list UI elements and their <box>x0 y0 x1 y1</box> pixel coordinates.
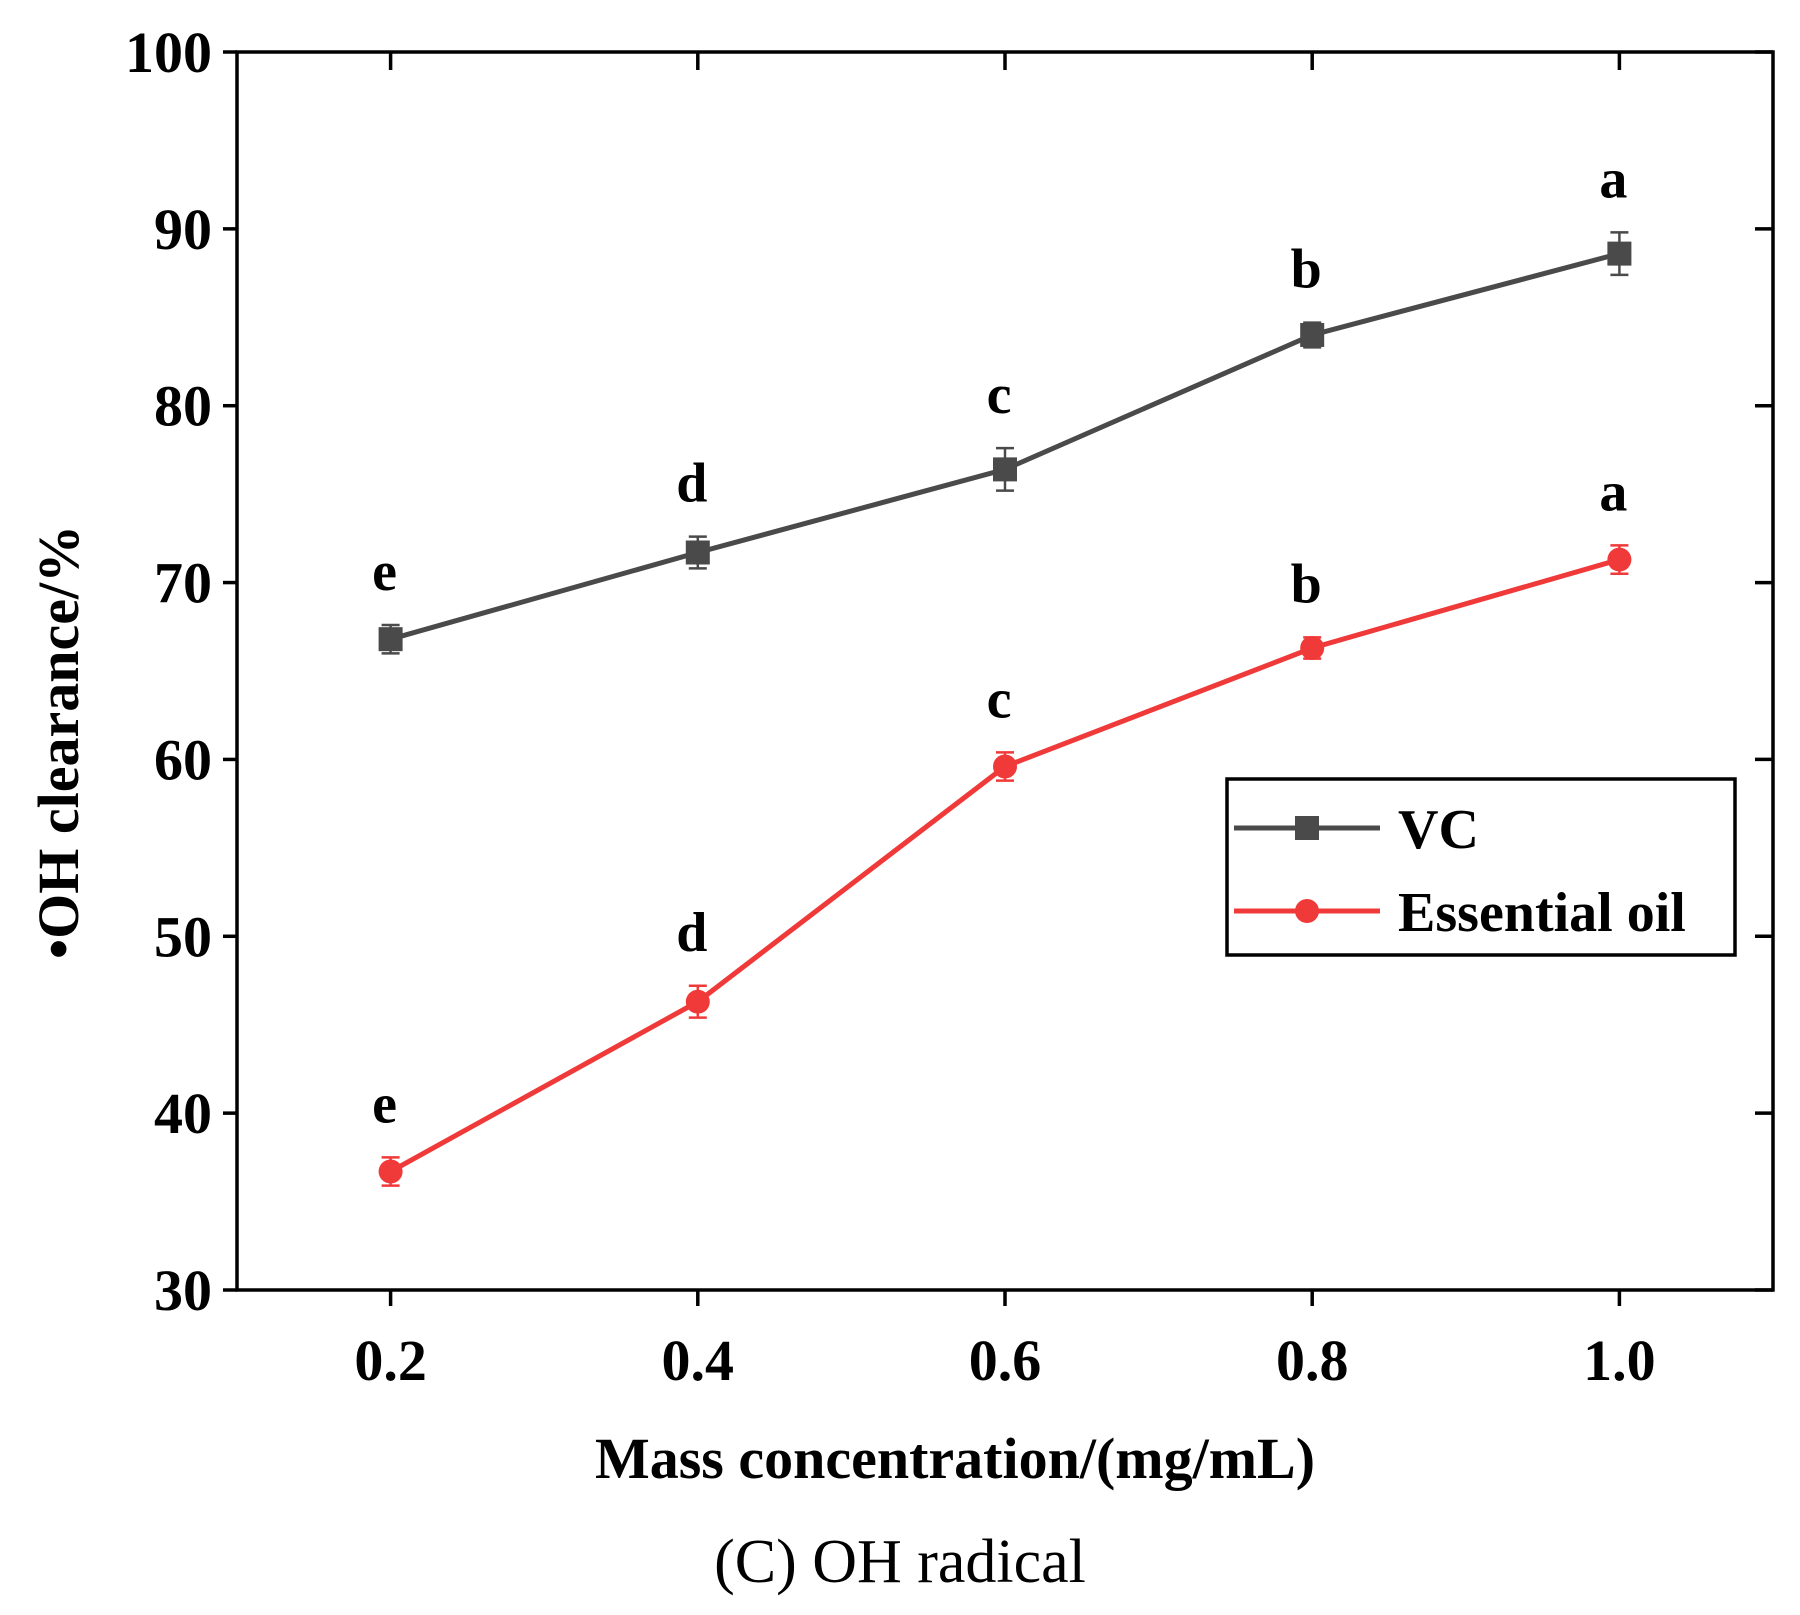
y-tick-label: 40 <box>154 1081 212 1146</box>
legend-label: Essential oil <box>1398 882 1686 944</box>
x-tick-label: 0.4 <box>662 1328 735 1393</box>
x-axis-label: Mass concentration/(mg/mL) <box>595 1426 1315 1491</box>
figure-caption: (C) OH radical <box>714 1528 1086 1596</box>
significance-label: c <box>987 364 1012 426</box>
y-tick-label: 80 <box>154 374 212 439</box>
data-point <box>378 1159 403 1184</box>
x-axis: 0.2 0.4 0.6 0.8 1.0 <box>354 52 1656 1393</box>
y-axis: 30 40 50 60 70 80 90 100 <box>125 20 1773 1323</box>
significance-label: b <box>1291 553 1322 615</box>
data-point <box>993 754 1017 779</box>
significance-label: a <box>1599 461 1627 523</box>
data-point <box>1607 241 1632 266</box>
x-tick-label: 0.8 <box>1276 1328 1349 1393</box>
data-point <box>993 457 1017 482</box>
y-tick-label: 90 <box>154 197 212 262</box>
legend-marker <box>1295 816 1319 840</box>
series-vc: e d c b a <box>372 148 1632 655</box>
data-point <box>1300 322 1325 347</box>
data-point <box>1300 636 1325 661</box>
y-tick-label: 60 <box>154 727 212 792</box>
x-tick-label: 0.6 <box>969 1328 1042 1393</box>
y-tick-label: 70 <box>154 551 212 616</box>
significance-label: b <box>1291 239 1322 301</box>
data-point <box>685 540 710 565</box>
significance-label: d <box>676 902 707 964</box>
significance-label: c <box>987 668 1012 730</box>
significance-label: e <box>372 541 397 603</box>
data-point <box>685 989 710 1014</box>
legend-marker <box>1295 899 1319 923</box>
y-tick-label: 50 <box>154 904 212 969</box>
y-tick-label: 100 <box>125 20 212 85</box>
significance-label: e <box>372 1073 397 1135</box>
significance-label: d <box>676 453 707 515</box>
x-tick-label: 0.2 <box>354 1328 427 1393</box>
x-tick-label: 1.0 <box>1583 1328 1656 1393</box>
y-tick-label: 30 <box>154 1258 212 1323</box>
series-line <box>389 251 1621 642</box>
series-essential-oil: e d c b a <box>372 461 1632 1187</box>
data-point <box>378 627 403 652</box>
series-layer: e d c b a e d c b a <box>372 148 1632 1187</box>
legend: VC Essential oil <box>1225 777 1737 957</box>
significance-label: a <box>1599 148 1627 210</box>
y-axis-label: •OH clearance/% <box>26 525 91 959</box>
legend-box <box>1225 777 1737 957</box>
data-point <box>1607 547 1632 572</box>
legend-label: VC <box>1398 799 1479 861</box>
